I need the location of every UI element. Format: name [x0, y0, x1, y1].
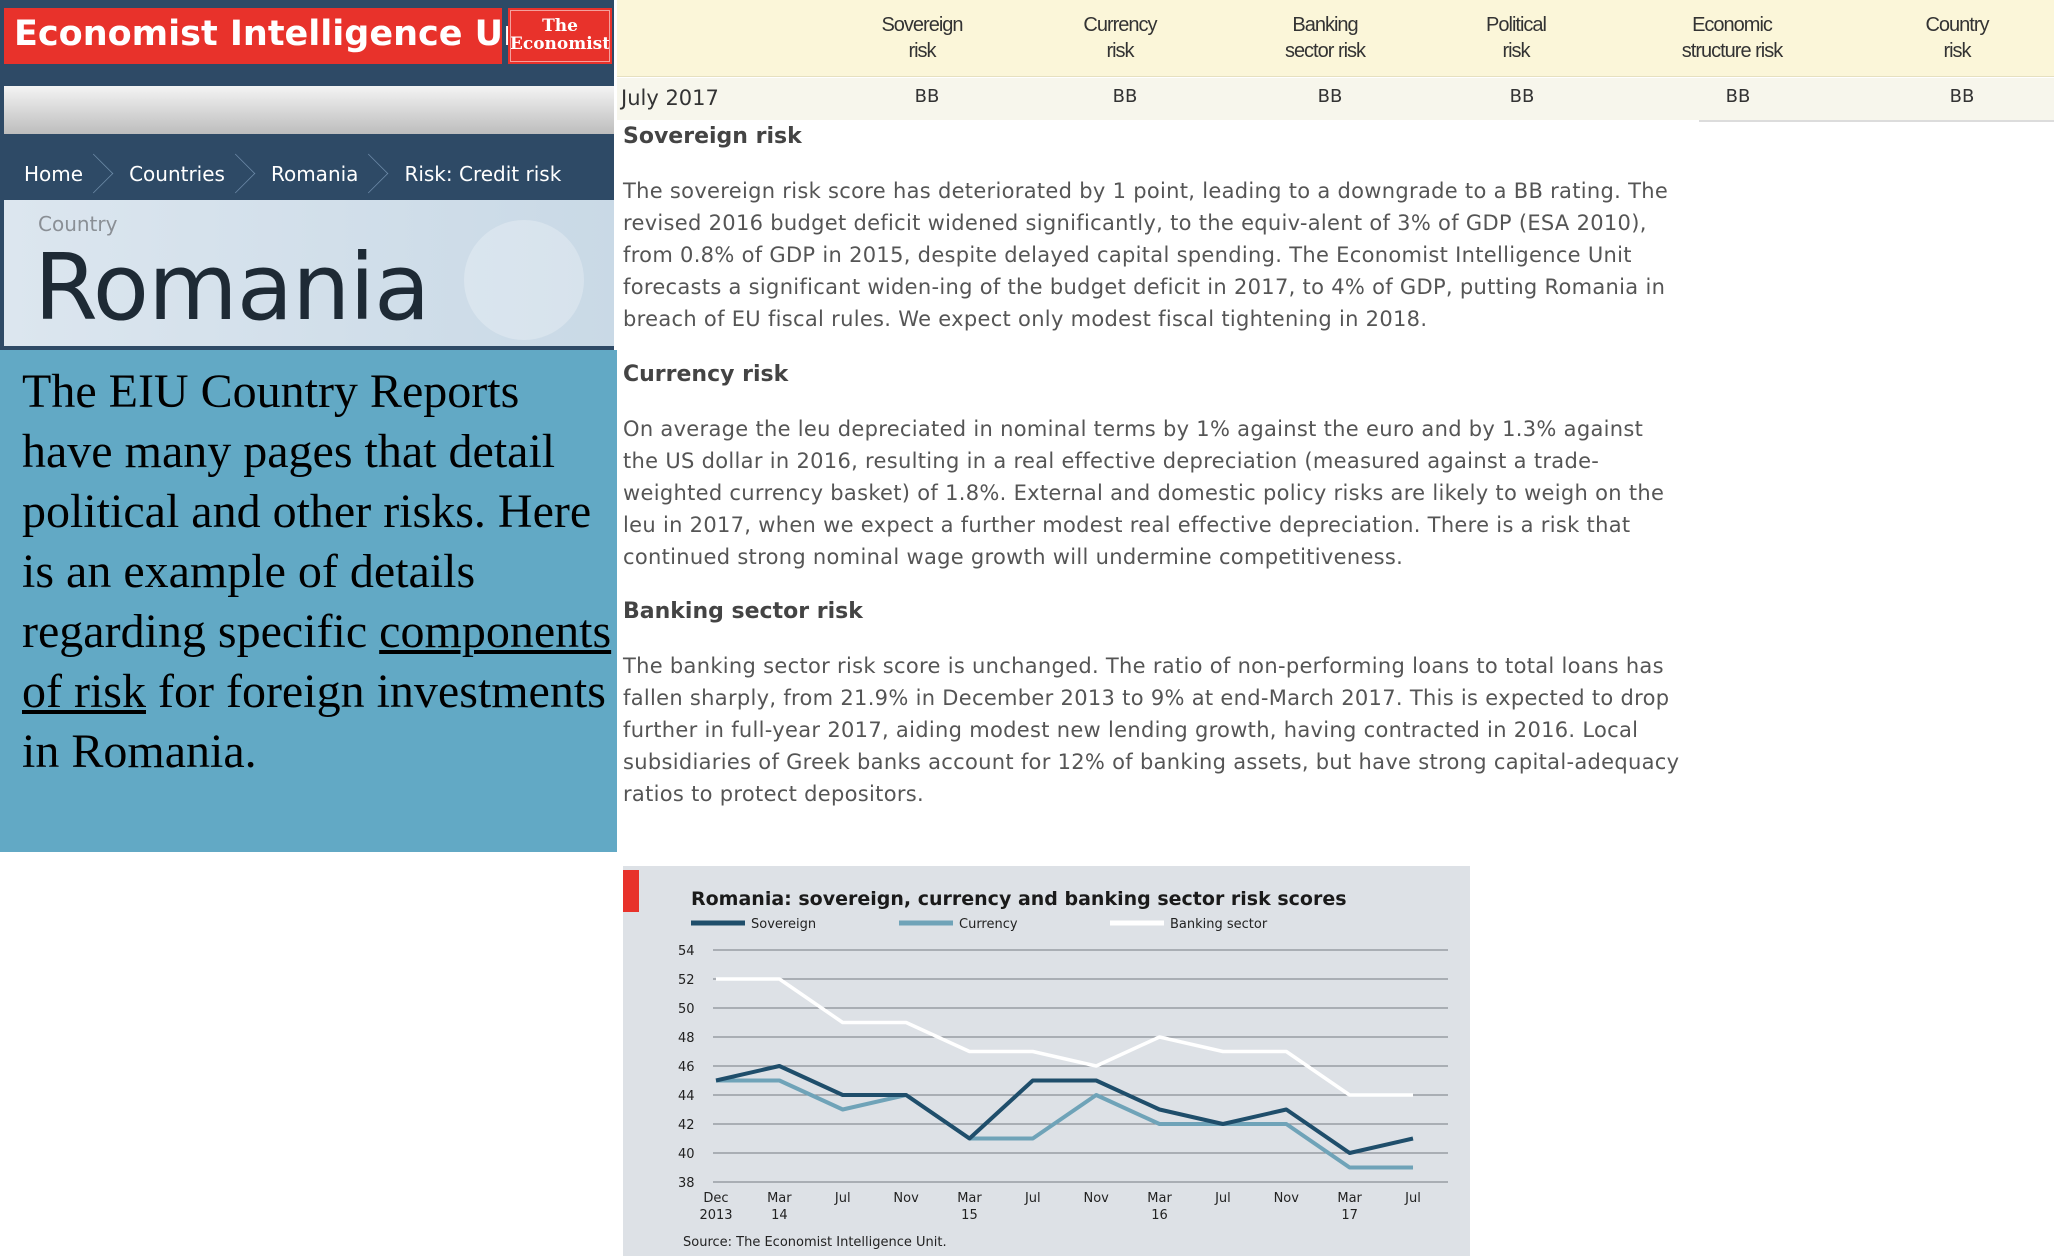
col-header-currency: Currency risk [1083, 14, 1157, 62]
x-tick-sublabel: 17 [1341, 1208, 1358, 1223]
annotation-text-end: for foreign investments in Romania. [22, 665, 606, 778]
divider [1699, 120, 2054, 122]
x-tick-sublabel: 2013 [699, 1208, 732, 1223]
rating-country: BB [1949, 86, 1975, 107]
col-header-country: Country risk [1925, 14, 1989, 62]
chart-source: Source: The Economist Intelligence Unit. [683, 1235, 947, 1250]
page-title: Romania [34, 234, 430, 341]
logo-line-2: Economist [509, 34, 611, 54]
y-tick-label: 38 [678, 1176, 695, 1191]
breadcrumb: Home Countries Romania Risk: Credit risk [0, 150, 614, 198]
col-header-economic: Economic structure risk [1681, 14, 1783, 62]
table-row: July 2017 BB BB BB BB BB BB [617, 78, 2054, 120]
breadcrumb-countries[interactable]: Countries [105, 150, 247, 198]
rating-currency: BB [1112, 86, 1138, 107]
x-tick-label: Nov [893, 1191, 919, 1206]
breadcrumb-home[interactable]: Home [0, 150, 105, 198]
col-header-political: Political risk [1486, 14, 1547, 62]
annotation-box: The EIU Country Reports have many pages … [0, 350, 617, 852]
annotation-text: The EIU Country Reports have many pages … [22, 362, 612, 782]
section-heading-currency: Currency risk [623, 362, 789, 387]
x-tick-sublabel: 15 [961, 1208, 978, 1223]
map-decoration [464, 220, 584, 340]
series-line-currency [716, 1078, 1413, 1170]
x-tick-label: Mar [767, 1191, 792, 1206]
y-tick-label: 50 [678, 1002, 695, 1017]
x-tick-label: Nov [1274, 1191, 1300, 1206]
accent-marker [623, 870, 639, 912]
nav-bar [4, 86, 614, 134]
country-label: Country [38, 212, 118, 236]
x-tick-label: Jul [1404, 1191, 1421, 1206]
legend-label-0: Sovereign [751, 917, 816, 932]
col-header-banking: Banking sector risk [1284, 14, 1366, 62]
x-tick-sublabel: 16 [1151, 1208, 1168, 1223]
y-tick-label: 48 [678, 1031, 695, 1046]
series-line-banking-sector [716, 977, 1413, 1097]
row-date: July 2017 [621, 86, 719, 110]
rating-banking: BB [1317, 86, 1343, 107]
breadcrumb-romania[interactable]: Romania [247, 150, 380, 198]
chart-svg: Romania: sovereign, currency and banking… [623, 870, 1448, 1250]
logo-line-1: The [542, 16, 578, 36]
eiu-brand-bar[interactable]: Economist Intelligence Unit [4, 8, 557, 64]
series-line-sovereign [715, 1064, 1414, 1155]
x-tick-sublabel: 14 [771, 1208, 788, 1223]
annotation-text-start: The EIU Country Reports have many pages … [22, 365, 592, 658]
economist-logo[interactable]: The Economist [508, 8, 612, 64]
x-tick-label: Nov [1083, 1191, 1109, 1206]
y-tick-label: 54 [678, 944, 695, 959]
rating-political: BB [1509, 86, 1535, 107]
y-tick-label: 46 [678, 1060, 695, 1075]
x-tick-label: Mar [957, 1191, 982, 1206]
section-body-currency: On average the leu depreciated in nomina… [623, 417, 1665, 569]
section-body-sovereign: The sovereign risk score has deteriorate… [623, 179, 1669, 331]
x-tick-label: Mar [1147, 1191, 1172, 1206]
rating-table-header: Sovereign risk Currency risk Banking sector… [617, 0, 2054, 77]
section-body-banking: The banking sector risk score is unchang… [623, 654, 1680, 806]
y-tick-label: 42 [678, 1118, 695, 1133]
annotation-link[interactable]: components of risk [22, 605, 612, 718]
y-tick-label: 44 [678, 1089, 695, 1104]
x-tick-label: Jul [834, 1191, 851, 1206]
chart-title: Romania: sovereign, currency and banking… [691, 888, 1347, 910]
section-heading-banking: Banking sector risk [623, 599, 863, 624]
risk-score-chart: Romania: sovereign, currency and banking… [623, 866, 1470, 1256]
brand-title: Economist Intelligence Unit [14, 14, 557, 54]
country-banner: Country Romania [4, 200, 614, 346]
y-tick-label: 40 [678, 1147, 695, 1162]
x-tick-label: Mar [1337, 1191, 1362, 1206]
x-tick-label: Jul [1214, 1191, 1231, 1206]
col-header-sovereign: Sovereign risk [881, 14, 963, 62]
y-tick-label: 52 [678, 973, 695, 988]
legend-label-2: Banking sector [1170, 917, 1268, 932]
rating-sovereign: BB [914, 86, 940, 107]
x-tick-label: Jul [1024, 1191, 1041, 1206]
rating-economic: BB [1725, 86, 1751, 107]
legend-label-1: Currency [959, 917, 1018, 932]
breadcrumb-current[interactable]: Risk: Credit risk [404, 162, 562, 186]
x-tick-label: Dec [703, 1191, 728, 1206]
section-heading-sovereign: Sovereign risk [623, 124, 802, 149]
